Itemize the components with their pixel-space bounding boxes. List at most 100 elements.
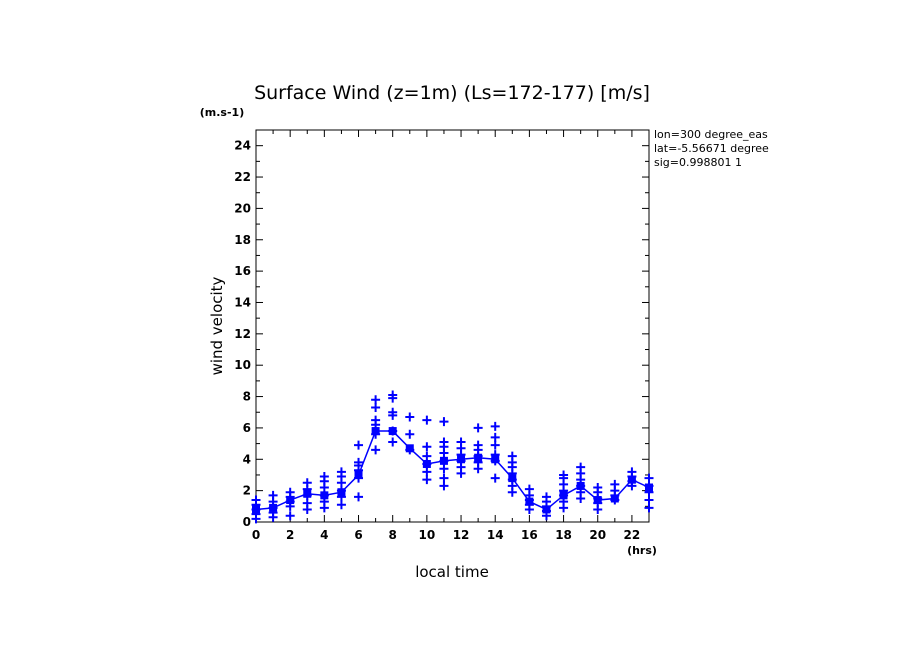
- mean-point: [559, 491, 568, 500]
- sample-point: [354, 457, 364, 467]
- info-line-lat: lat=-5.56671 degree: [654, 142, 769, 155]
- sample-point: [388, 390, 398, 400]
- sample-point: [422, 451, 432, 461]
- sample-points: [251, 390, 654, 524]
- sample-point: [490, 421, 500, 431]
- sample-point: [405, 429, 415, 439]
- mean-point: [610, 494, 619, 503]
- x-tick-label: 20: [589, 528, 606, 542]
- sample-point: [422, 467, 432, 477]
- y-tick-label: 2: [243, 484, 251, 498]
- mean-series-markers: [252, 427, 653, 514]
- sample-point: [541, 492, 551, 502]
- axis-ticks: [255, 130, 649, 523]
- sample-point: [371, 395, 381, 405]
- x-tick-label: 6: [354, 528, 362, 542]
- mean-point: [576, 481, 585, 490]
- y-tick-label: 0: [243, 515, 251, 529]
- sample-point: [422, 415, 432, 425]
- x-tick-label: 4: [320, 528, 328, 542]
- mean-point: [474, 453, 483, 462]
- sample-point: [507, 451, 517, 461]
- sample-point: [354, 440, 364, 450]
- x-tick-label: 16: [521, 528, 538, 542]
- mean-point: [286, 496, 295, 505]
- sample-point: [644, 495, 654, 505]
- mean-point: [354, 470, 363, 479]
- sample-point: [456, 437, 466, 447]
- sample-point: [388, 407, 398, 417]
- sample-point: [405, 412, 415, 422]
- mean-point: [525, 497, 534, 506]
- sample-point: [439, 437, 449, 447]
- x-tick-label: 22: [624, 528, 641, 542]
- x-tick-label: 8: [389, 528, 397, 542]
- mean-point: [388, 427, 397, 436]
- mean-point: [439, 456, 448, 465]
- mean-point: [508, 474, 517, 483]
- x-tick-label: 14: [487, 528, 504, 542]
- mean-point: [269, 503, 278, 512]
- x-tick-label: 2: [286, 528, 294, 542]
- mean-point: [371, 427, 380, 436]
- sample-point: [336, 500, 346, 510]
- mean-point: [542, 505, 551, 514]
- mean-point: [627, 475, 636, 484]
- y-tick-label: 10: [234, 358, 251, 372]
- y-tick-label: 20: [234, 201, 251, 215]
- y-tick-label: 16: [234, 264, 251, 278]
- x-tick-label: 0: [252, 528, 260, 542]
- mean-point: [320, 491, 329, 500]
- sample-point: [268, 490, 278, 500]
- sample-point: [439, 417, 449, 427]
- info-line-sig: sig=0.998801 1: [654, 156, 742, 169]
- sample-point: [559, 470, 569, 480]
- sample-point: [371, 403, 381, 413]
- mean-series-line: [255, 430, 650, 511]
- sample-point: [644, 473, 654, 483]
- sample-point: [422, 442, 432, 452]
- info-block: lon=300 degree_eas lat=-5.56671 degree s…: [654, 128, 769, 169]
- sample-point: [251, 495, 261, 505]
- sample-point: [439, 473, 449, 483]
- sample-point: [302, 498, 312, 508]
- mean-point: [405, 444, 414, 453]
- sample-point: [524, 484, 534, 494]
- sample-point: [302, 478, 312, 488]
- sample-point: [285, 511, 295, 521]
- sample-point: [319, 472, 329, 482]
- y-axis-label: wind velocity: [208, 276, 226, 375]
- info-line-lon: lon=300 degree_eas: [654, 128, 768, 141]
- sample-point: [627, 467, 637, 477]
- mean-point: [457, 455, 466, 464]
- mean-point: [491, 455, 500, 464]
- y-tick-label: 8: [243, 390, 251, 404]
- sample-point: [644, 503, 654, 513]
- mean-point: [337, 488, 346, 497]
- y-unit-label: (m.s-1): [200, 106, 244, 119]
- sample-point: [473, 423, 483, 433]
- sample-point: [388, 437, 398, 447]
- mean-point: [422, 459, 431, 468]
- mean-point: [303, 489, 312, 498]
- sample-point: [371, 445, 381, 455]
- y-tick-label: 24: [234, 139, 251, 153]
- x-tick-label: 18: [555, 528, 572, 542]
- x-tick-label: 10: [419, 528, 436, 542]
- x-tick-label: 12: [453, 528, 470, 542]
- sample-point: [371, 415, 381, 425]
- sample-point: [490, 432, 500, 442]
- x-unit-label: (hrs): [627, 544, 657, 557]
- x-axis-label: local time: [415, 563, 489, 581]
- mean-point: [645, 483, 653, 492]
- sample-point: [336, 467, 346, 477]
- y-tick-label: 6: [243, 421, 251, 435]
- y-tick-label: 22: [234, 170, 251, 184]
- mean-point: [593, 496, 602, 505]
- sample-point: [354, 492, 364, 502]
- y-tick-label: 18: [234, 233, 251, 247]
- sample-point: [490, 440, 500, 450]
- y-tick-label: 12: [234, 327, 251, 341]
